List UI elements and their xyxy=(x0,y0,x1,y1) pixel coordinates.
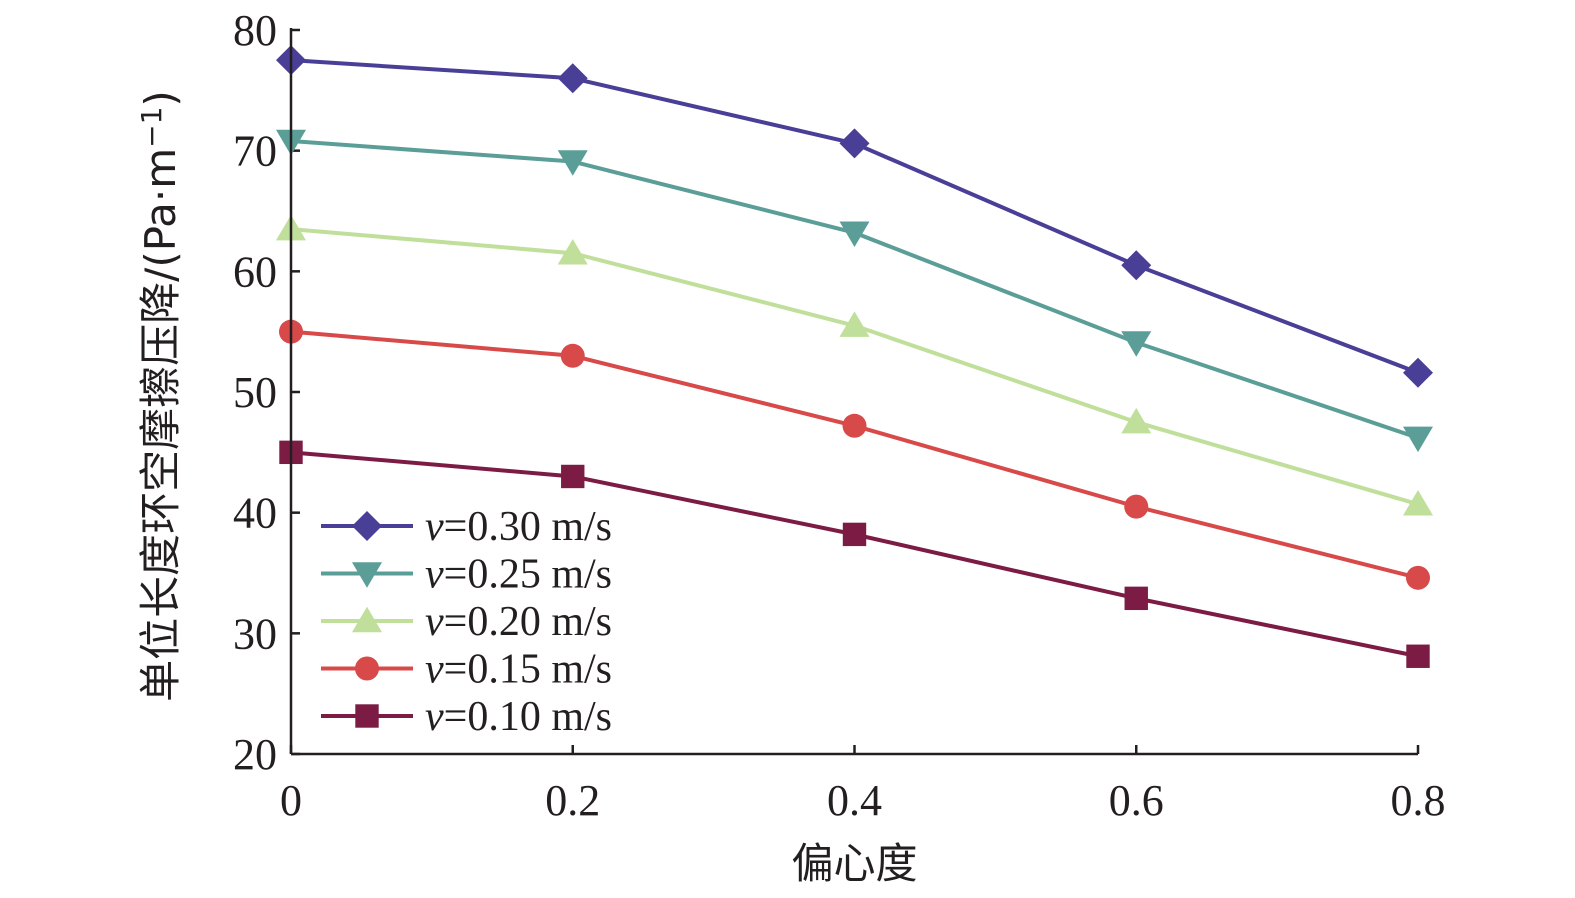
legend-marker xyxy=(355,656,379,681)
series-v-0-30-m-s xyxy=(276,45,1433,388)
series-v-0-15-m-s xyxy=(279,319,1430,590)
y-tick-label: 30 xyxy=(233,609,277,658)
legend-label-variable: v xyxy=(425,552,444,598)
series-layer xyxy=(276,45,1433,668)
legend-item: v=0.15 m/s xyxy=(321,647,612,693)
data-point xyxy=(839,128,870,159)
y-axis-title-close: ) xyxy=(136,90,185,106)
legend-item: v=0.25 m/s xyxy=(321,552,612,598)
legend-label: v=0.20 m/s xyxy=(425,599,612,645)
legend-label-value: =0.10 m/s xyxy=(444,694,612,740)
y-tick-label: 80 xyxy=(233,6,277,55)
legend-label: v=0.10 m/s xyxy=(425,694,612,740)
data-point xyxy=(1121,407,1152,434)
x-tick-label: 0.6 xyxy=(1109,776,1164,825)
legend-label-variable: v xyxy=(425,599,444,645)
series-line xyxy=(290,227,1419,507)
data-point xyxy=(839,311,870,337)
legend-label-value: =0.15 m/s xyxy=(444,647,612,693)
x-axis-ticks: 0 0.2 0.4 0.6 0.8 xyxy=(280,745,1446,825)
legend-marker xyxy=(352,511,382,541)
legend-label-value: =0.20 m/s xyxy=(444,599,612,645)
legend-item: v=0.10 m/s xyxy=(321,694,612,740)
data-point xyxy=(561,464,585,489)
legend-label-variable: v xyxy=(425,504,444,550)
legend-label-variable: v xyxy=(425,694,444,740)
data-point xyxy=(1403,426,1433,453)
legend-label-value: =0.25 m/s xyxy=(444,552,612,598)
legend-label-variable: v xyxy=(425,647,444,693)
data-point xyxy=(1121,331,1152,357)
data-point xyxy=(839,221,870,247)
series-line xyxy=(290,139,1419,440)
legend-label-value: =0.30 m/s xyxy=(444,504,612,550)
data-point xyxy=(1403,489,1433,516)
legend-marker xyxy=(355,704,379,728)
data-point xyxy=(1403,357,1433,388)
y-tick-label: 70 xyxy=(233,127,277,176)
data-point xyxy=(557,63,588,94)
series-v-0-20-m-s xyxy=(276,214,1433,516)
legend-marker xyxy=(352,606,382,633)
legend-label: v=0.15 m/s xyxy=(425,647,612,693)
legend-marker xyxy=(352,562,382,588)
y-tick-label: 20 xyxy=(233,730,277,779)
y-tick-label: 40 xyxy=(233,489,277,538)
data-point xyxy=(842,413,867,438)
y-tick-label: 50 xyxy=(233,368,277,417)
data-point xyxy=(1124,494,1149,519)
data-point xyxy=(842,522,867,547)
x-axis-title: 偏心度 xyxy=(791,839,917,888)
data-point xyxy=(1406,565,1430,590)
legend-item: v=0.20 m/s xyxy=(321,599,612,645)
y-tick-label: 60 xyxy=(233,247,277,296)
y-axis-ticks: 20 30 40 50 60 70 80 xyxy=(233,6,300,779)
y-axis-title: 单位长度环空摩擦压降/(Pa·m−1) xyxy=(135,90,185,702)
legend: v=0.30 m/sv=0.25 m/sv=0.20 m/sv=0.15 m/s… xyxy=(321,504,612,740)
legend-label: v=0.30 m/s xyxy=(425,504,612,550)
legend-item: v=0.30 m/s xyxy=(321,504,612,550)
data-point xyxy=(557,238,588,265)
y-axis-title-main: 单位长度环空摩擦压降/(Pa·m xyxy=(136,148,185,702)
x-tick-label: 0 xyxy=(280,776,302,825)
data-point xyxy=(557,150,588,176)
data-point xyxy=(1121,250,1152,281)
y-axis-title-superscript: −1 xyxy=(135,107,168,148)
data-point xyxy=(1124,586,1148,611)
x-tick-label: 0.8 xyxy=(1391,776,1446,825)
data-point xyxy=(1406,644,1430,668)
data-point xyxy=(560,343,585,368)
x-tick-label: 0.2 xyxy=(545,776,600,825)
series-v-0-25-m-s xyxy=(276,129,1433,453)
x-tick-label: 0.4 xyxy=(827,776,882,825)
legend-label: v=0.25 m/s xyxy=(425,552,612,598)
